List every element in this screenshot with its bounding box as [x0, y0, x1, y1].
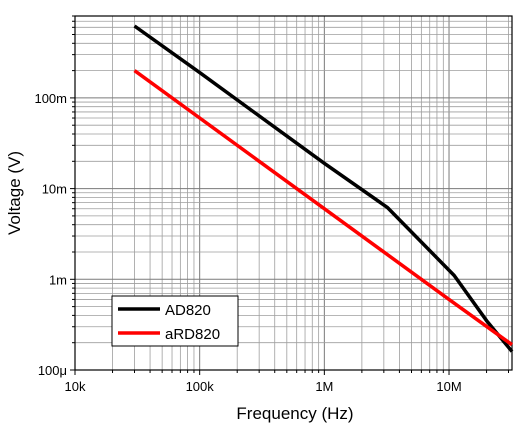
x-tick-label: 10k [65, 379, 86, 394]
x-tick-label: 1M [315, 379, 333, 394]
grid [74, 15, 512, 371]
y-tick-label: 10m [42, 182, 67, 197]
legend-label-ard820: aRD820 [165, 326, 220, 343]
y-tick-label: 100μ [38, 363, 67, 378]
series-lines [133, 24, 514, 353]
y-tick-label: 100m [34, 91, 67, 106]
x-tick-label: 100k [186, 379, 215, 394]
series-line-ad820 [133, 24, 514, 353]
axes: 10k 100k 1M 10M 100μ 1m 10m 100m [34, 15, 510, 394]
x-tick-label: 10M [436, 379, 461, 394]
series-line-ard820 [133, 69, 514, 347]
legend: AD820 aRD820 [111, 295, 239, 347]
y-tick-label: 1m [49, 272, 67, 287]
y-axis-title: Voltage (V) [5, 151, 24, 235]
legend-label-ad820: AD820 [165, 302, 211, 319]
legend-box [111, 295, 239, 347]
x-axis-title: Frequency (Hz) [236, 404, 353, 423]
